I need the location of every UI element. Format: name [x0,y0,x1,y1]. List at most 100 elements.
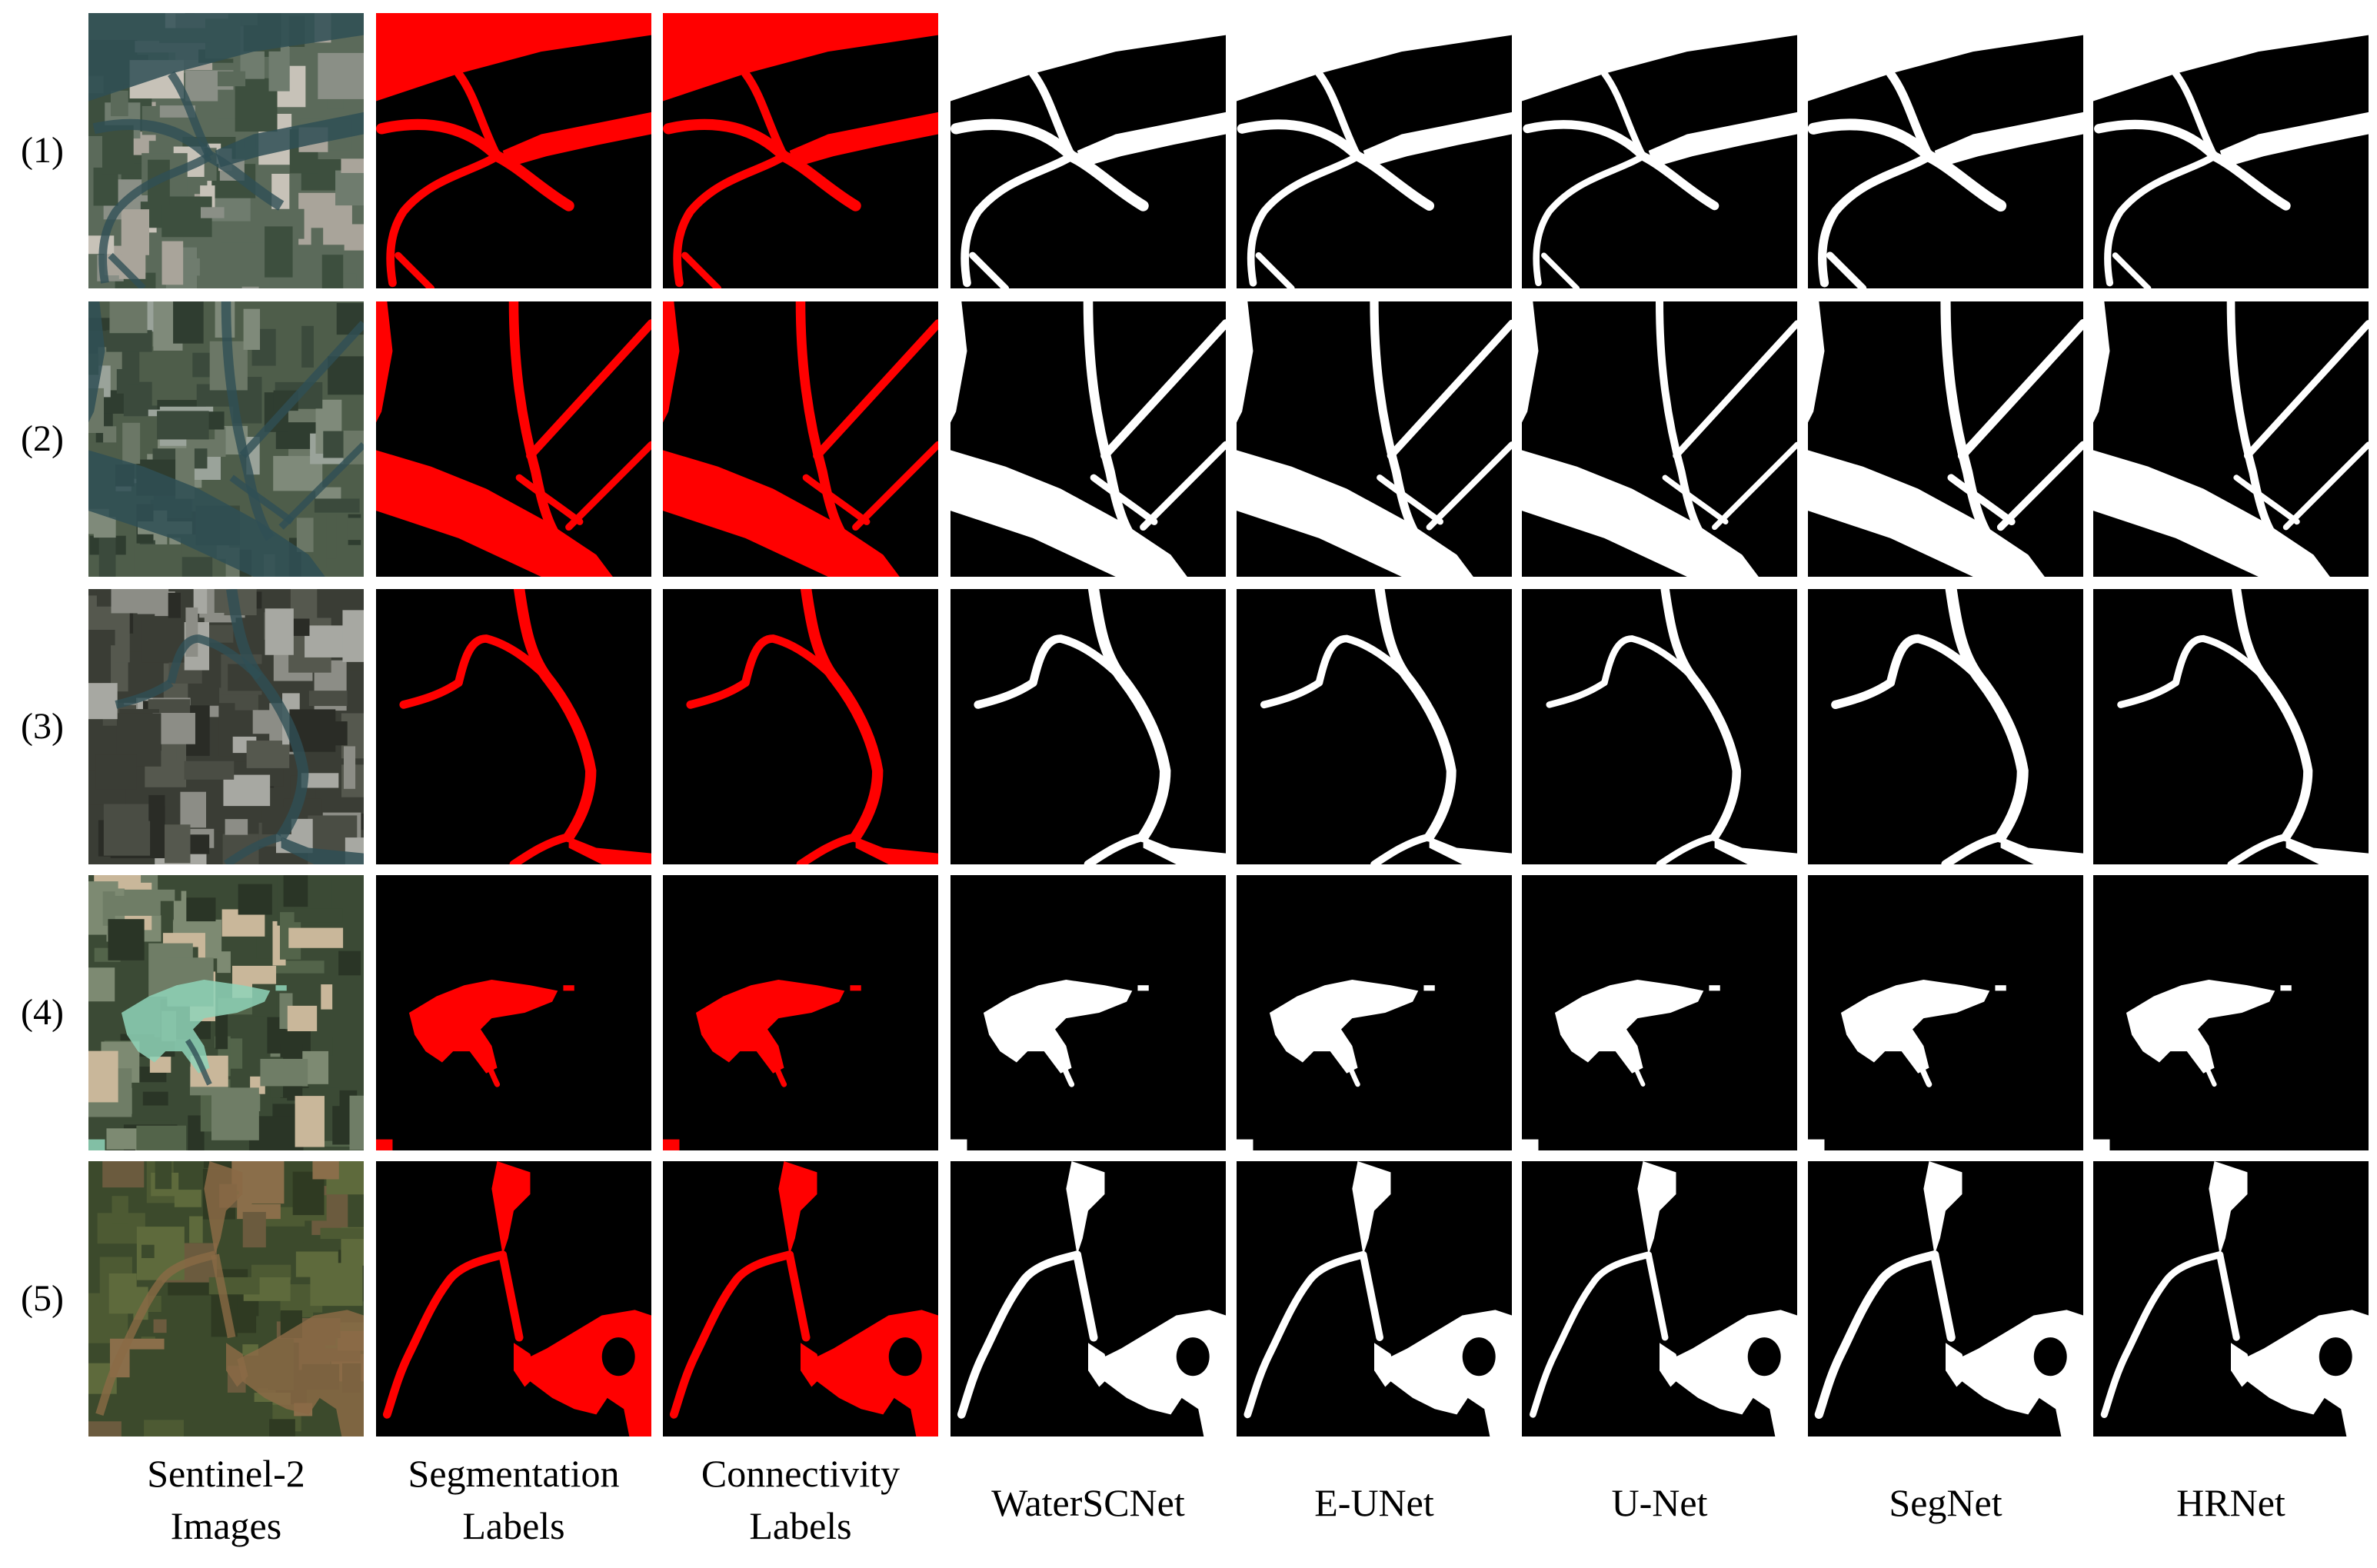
water-body [2231,1343,2253,1387]
water-body [1709,985,1720,991]
water-channel [1315,69,1362,160]
land-patch [347,518,364,541]
water-stream [224,832,282,864]
water-channel [509,832,573,864]
land-patch [201,207,225,218]
water-body [1808,1139,1825,1150]
land-patch [227,1402,273,1435]
column-label: U-Net [1611,1481,1708,1524]
water-body [2285,837,2369,864]
land-patch [109,301,148,334]
land-patch [129,1349,177,1393]
island [2033,1337,2067,1377]
land-patch [153,1319,167,1333]
land-patch [88,1050,118,1103]
mask-background [2093,589,2369,864]
water-channel [669,1250,794,1419]
land-patch [288,927,344,948]
water-body [1808,450,2045,577]
land-patch [343,746,356,789]
panel-prediction-mask [950,13,1226,288]
land-patch [269,1419,295,1437]
water-stream [185,1038,212,1086]
water-body [663,301,680,423]
water-channel [1029,634,1126,687]
land-patch [93,517,116,538]
water-channel [759,1037,787,1087]
water-stream [115,679,174,709]
water-channel [399,678,463,709]
water-body [2126,980,2275,1074]
water-channel [1662,474,1729,524]
water-channel [2104,152,2219,287]
water-channel [1712,441,1797,531]
land-patch [155,1161,172,1190]
water-body [1995,985,2006,991]
water-channel [1370,301,1423,543]
panel-prediction-mask [950,301,1226,577]
water-channel [1073,1250,1098,1342]
land-patch [185,258,200,276]
water-body [1522,450,1759,577]
land-patch [215,1014,228,1050]
island [888,1337,922,1377]
water-channel [1619,1037,1646,1087]
land-patch [136,1125,187,1150]
water-body [376,450,613,577]
land-patch [88,683,118,720]
panel-prediction-mask [2093,589,2369,864]
water-body [1648,112,1797,168]
water-channel [498,1250,524,1342]
water-stream [221,301,275,541]
panel-prediction-mask [2093,1161,2369,1437]
land-patch [341,158,364,173]
panel-prediction-mask [950,589,1226,864]
water-channel [686,678,750,709]
water-body [1808,13,2083,102]
panel-label-mask [663,589,938,864]
water-body [663,13,938,102]
water-body [1840,980,1990,1074]
column-label: WaterSCNet [991,1481,1185,1524]
panel-prediction-mask [1522,1161,1797,1437]
land-patch [124,889,175,901]
panel-prediction-mask [2093,875,2369,1150]
water-body [1137,985,1149,991]
row-label: (5) [21,1278,64,1319]
water-stream [278,441,364,530]
land-patch [102,1161,145,1188]
land-patch [168,592,181,618]
land-patch [108,1273,137,1314]
water-body [1808,301,1825,423]
water-area [237,1310,364,1437]
column-label: SegNet [1889,1481,2002,1524]
water-body [1934,112,2083,168]
water-body [1946,1343,1968,1387]
island [2319,1337,2352,1377]
row-label: (2) [21,418,64,459]
water-channel [382,1250,508,1419]
water-channel [795,301,850,544]
water-channel [1090,474,1158,525]
land-patch [180,791,207,828]
land-patch [189,1216,203,1243]
land-patch [157,411,209,440]
land-patch [311,228,324,263]
land-patch [238,884,272,915]
water-body [1660,1343,1682,1387]
water-channel [1370,833,1433,864]
water-channel [785,1250,811,1342]
land-patch [225,819,248,835]
water-channel [1601,635,1696,687]
water-body [1522,13,1797,102]
land-patch [106,330,152,352]
mask-background [950,589,1226,864]
water-area [88,450,325,577]
row-label: (1) [21,130,64,171]
panel-prediction-mask [1522,301,1797,577]
land-patch [88,1421,122,1437]
water-channel [1814,1250,1939,1419]
water-body [568,837,651,864]
land-patch [110,90,128,117]
